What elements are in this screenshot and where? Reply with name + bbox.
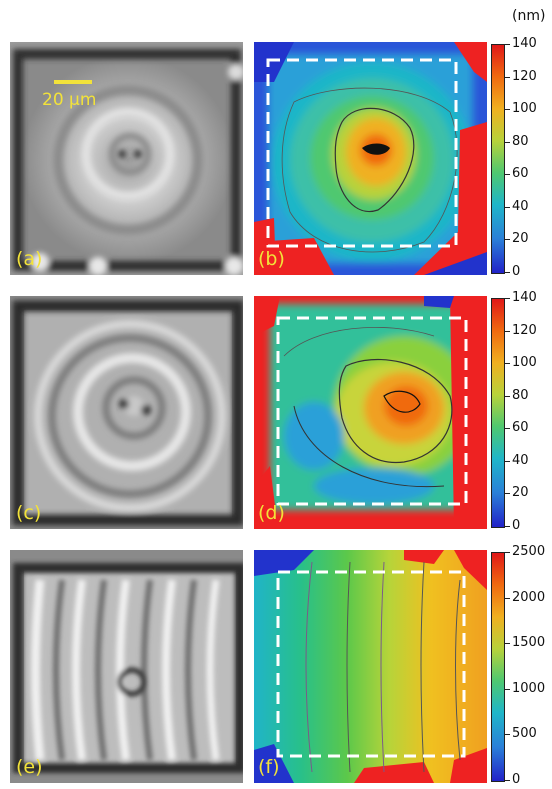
colorbar-2 xyxy=(491,298,505,528)
colorbar-tick-mark xyxy=(505,76,510,78)
panel-b-image xyxy=(254,42,487,275)
colorbar-tick-label: 2500 xyxy=(512,544,546,559)
colorbar-tick-mark xyxy=(505,206,510,208)
colorbar-tick-mark xyxy=(505,460,510,462)
scale-bar xyxy=(54,80,92,84)
colorbar-tick-label: 100 xyxy=(512,101,537,117)
colorbar-tick-mark xyxy=(505,363,510,365)
colorbar-tick-mark xyxy=(505,395,510,397)
panel-a-image xyxy=(10,42,243,275)
panel-label-b: (b) xyxy=(258,248,285,270)
colorbar-tick-label: 60 xyxy=(512,420,529,436)
colorbar-1 xyxy=(491,44,505,274)
panel-d-thickness-map: (d) xyxy=(254,296,487,529)
colorbar-tick-mark xyxy=(505,597,510,599)
colorbar-tick-mark xyxy=(505,428,510,430)
colorbar-tick-label: 80 xyxy=(512,133,529,149)
colorbar-tick-mark xyxy=(505,493,510,495)
panel-c-image xyxy=(10,296,243,529)
panel-label-d: (d) xyxy=(258,502,285,524)
panel-e-image xyxy=(10,550,243,783)
colorbar-tick-mark xyxy=(505,526,510,527)
colorbar-tick-label: 0 xyxy=(512,264,521,279)
panel-b-thickness-map: (b) xyxy=(254,42,487,275)
colorbar-tick-label: 20 xyxy=(512,485,529,501)
colorbar-tick-mark xyxy=(505,330,510,332)
colorbar-tick-mark xyxy=(505,734,510,736)
colorbar-unit-label: (nm) xyxy=(512,8,546,24)
colorbar-tick-label: 2000 xyxy=(512,589,546,605)
panel-a-grayscale-image: 20 µm (a) xyxy=(10,42,243,275)
colorbar-tick-mark xyxy=(505,688,510,690)
colorbar-tick-mark xyxy=(505,643,510,645)
scale-bar-label: 20 µm xyxy=(42,90,97,110)
colorbar-tick-mark xyxy=(505,109,510,111)
panel-f-image xyxy=(254,550,487,783)
colorbar-tick-label: 40 xyxy=(512,452,529,468)
colorbar-tick-mark xyxy=(505,552,510,553)
panel-c-grayscale-image: (c) xyxy=(10,296,243,529)
panel-d-image xyxy=(254,296,487,529)
colorbar-tick-label: 100 xyxy=(512,355,537,371)
colorbar-tick-label: 140 xyxy=(512,36,537,51)
colorbar-tick-label: 0 xyxy=(512,772,521,787)
colorbar-tick-label: 60 xyxy=(512,166,529,182)
panel-e-grayscale-image: (e) xyxy=(10,550,243,783)
colorbar-tick-mark xyxy=(505,141,510,143)
colorbar-tick-label: 0 xyxy=(512,518,521,533)
colorbar-tick-label: 80 xyxy=(512,387,529,403)
panel-f-thickness-map: (f) xyxy=(254,550,487,783)
colorbar-tick-label: 1000 xyxy=(512,680,546,696)
panel-label-f: (f) xyxy=(258,756,280,778)
colorbar-3 xyxy=(491,552,505,782)
colorbar-tick-mark xyxy=(505,272,510,273)
colorbar-tick-mark xyxy=(505,44,510,45)
colorbar-tick-mark xyxy=(505,780,510,781)
colorbar-tick-mark xyxy=(505,174,510,176)
panel-label-c: (c) xyxy=(16,502,42,524)
panel-label-a: (a) xyxy=(16,248,43,270)
colorbar-tick-label: 140 xyxy=(512,290,537,305)
colorbar-tick-label: 120 xyxy=(512,68,537,84)
colorbar-tick-label: 500 xyxy=(512,726,537,742)
colorbar-tick-mark xyxy=(505,298,510,299)
colorbar-tick-label: 1500 xyxy=(512,635,546,651)
panel-label-e: (e) xyxy=(16,756,43,778)
colorbar-tick-label: 20 xyxy=(512,231,529,247)
colorbar-tick-mark xyxy=(505,239,510,241)
colorbar-tick-label: 40 xyxy=(512,198,529,214)
colorbar-tick-label: 120 xyxy=(512,322,537,338)
